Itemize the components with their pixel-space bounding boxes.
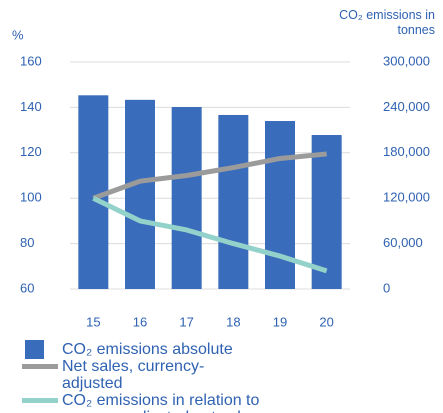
y-tick-label: 160	[20, 53, 42, 68]
bar	[171, 107, 202, 289]
y-axis-title: %	[12, 27, 24, 42]
y2-tick-label: 60,000	[383, 235, 423, 250]
legend-item: Net sales, currency-adjusted	[22, 358, 262, 392]
plot: % 60 80 100 120 140 160 0 60,000 120,000 180,000 2…	[12, 27, 430, 329]
legend: CO₂ emissions absolute Net sales, currenc…	[22, 340, 262, 413]
bar	[125, 99, 155, 289]
bar	[265, 121, 295, 290]
line	[92, 195, 328, 274]
y2-tick-label: 180,000	[383, 144, 430, 159]
legend-item: CO₂ emissions in relation to currency-ad…	[22, 392, 262, 413]
y-tick-label: 120	[20, 144, 42, 159]
y-tick-label: 100	[20, 190, 42, 205]
x-tick-label: 18	[226, 314, 240, 329]
y-tick-label: 60	[20, 280, 34, 295]
y2-tick-label: 240,000	[383, 99, 430, 114]
legend-swatch	[22, 398, 58, 403]
y2-tick-label: 300,000	[383, 53, 430, 68]
legend-label: CO₂ emissions absolute	[62, 341, 233, 358]
y-tick-label: 140	[20, 99, 42, 114]
x-tick-label: 19	[273, 314, 287, 329]
legend-swatch	[25, 340, 44, 359]
line	[92, 151, 327, 201]
legend-swatch	[22, 364, 58, 369]
x-tick-label: 15	[86, 314, 100, 329]
legend-label: Net sales, currency-adjusted	[62, 358, 205, 392]
x-tick-label: 20	[319, 314, 333, 329]
y2-tick-label: 120,000	[383, 190, 430, 205]
x-tick-label: 17	[179, 314, 193, 329]
x-tick-label: 16	[133, 314, 147, 329]
bar	[311, 135, 342, 289]
y2-tick-label: 0	[383, 280, 390, 295]
legend-item: CO₂ emissions absolute	[22, 340, 262, 359]
bar	[218, 114, 249, 289]
y-tick-label: 80	[20, 235, 34, 250]
legend-label: CO₂ emissions in relation to currency-ad…	[62, 392, 260, 413]
y2-axis-title: CO₂ emissions in tonnes	[339, 8, 435, 37]
